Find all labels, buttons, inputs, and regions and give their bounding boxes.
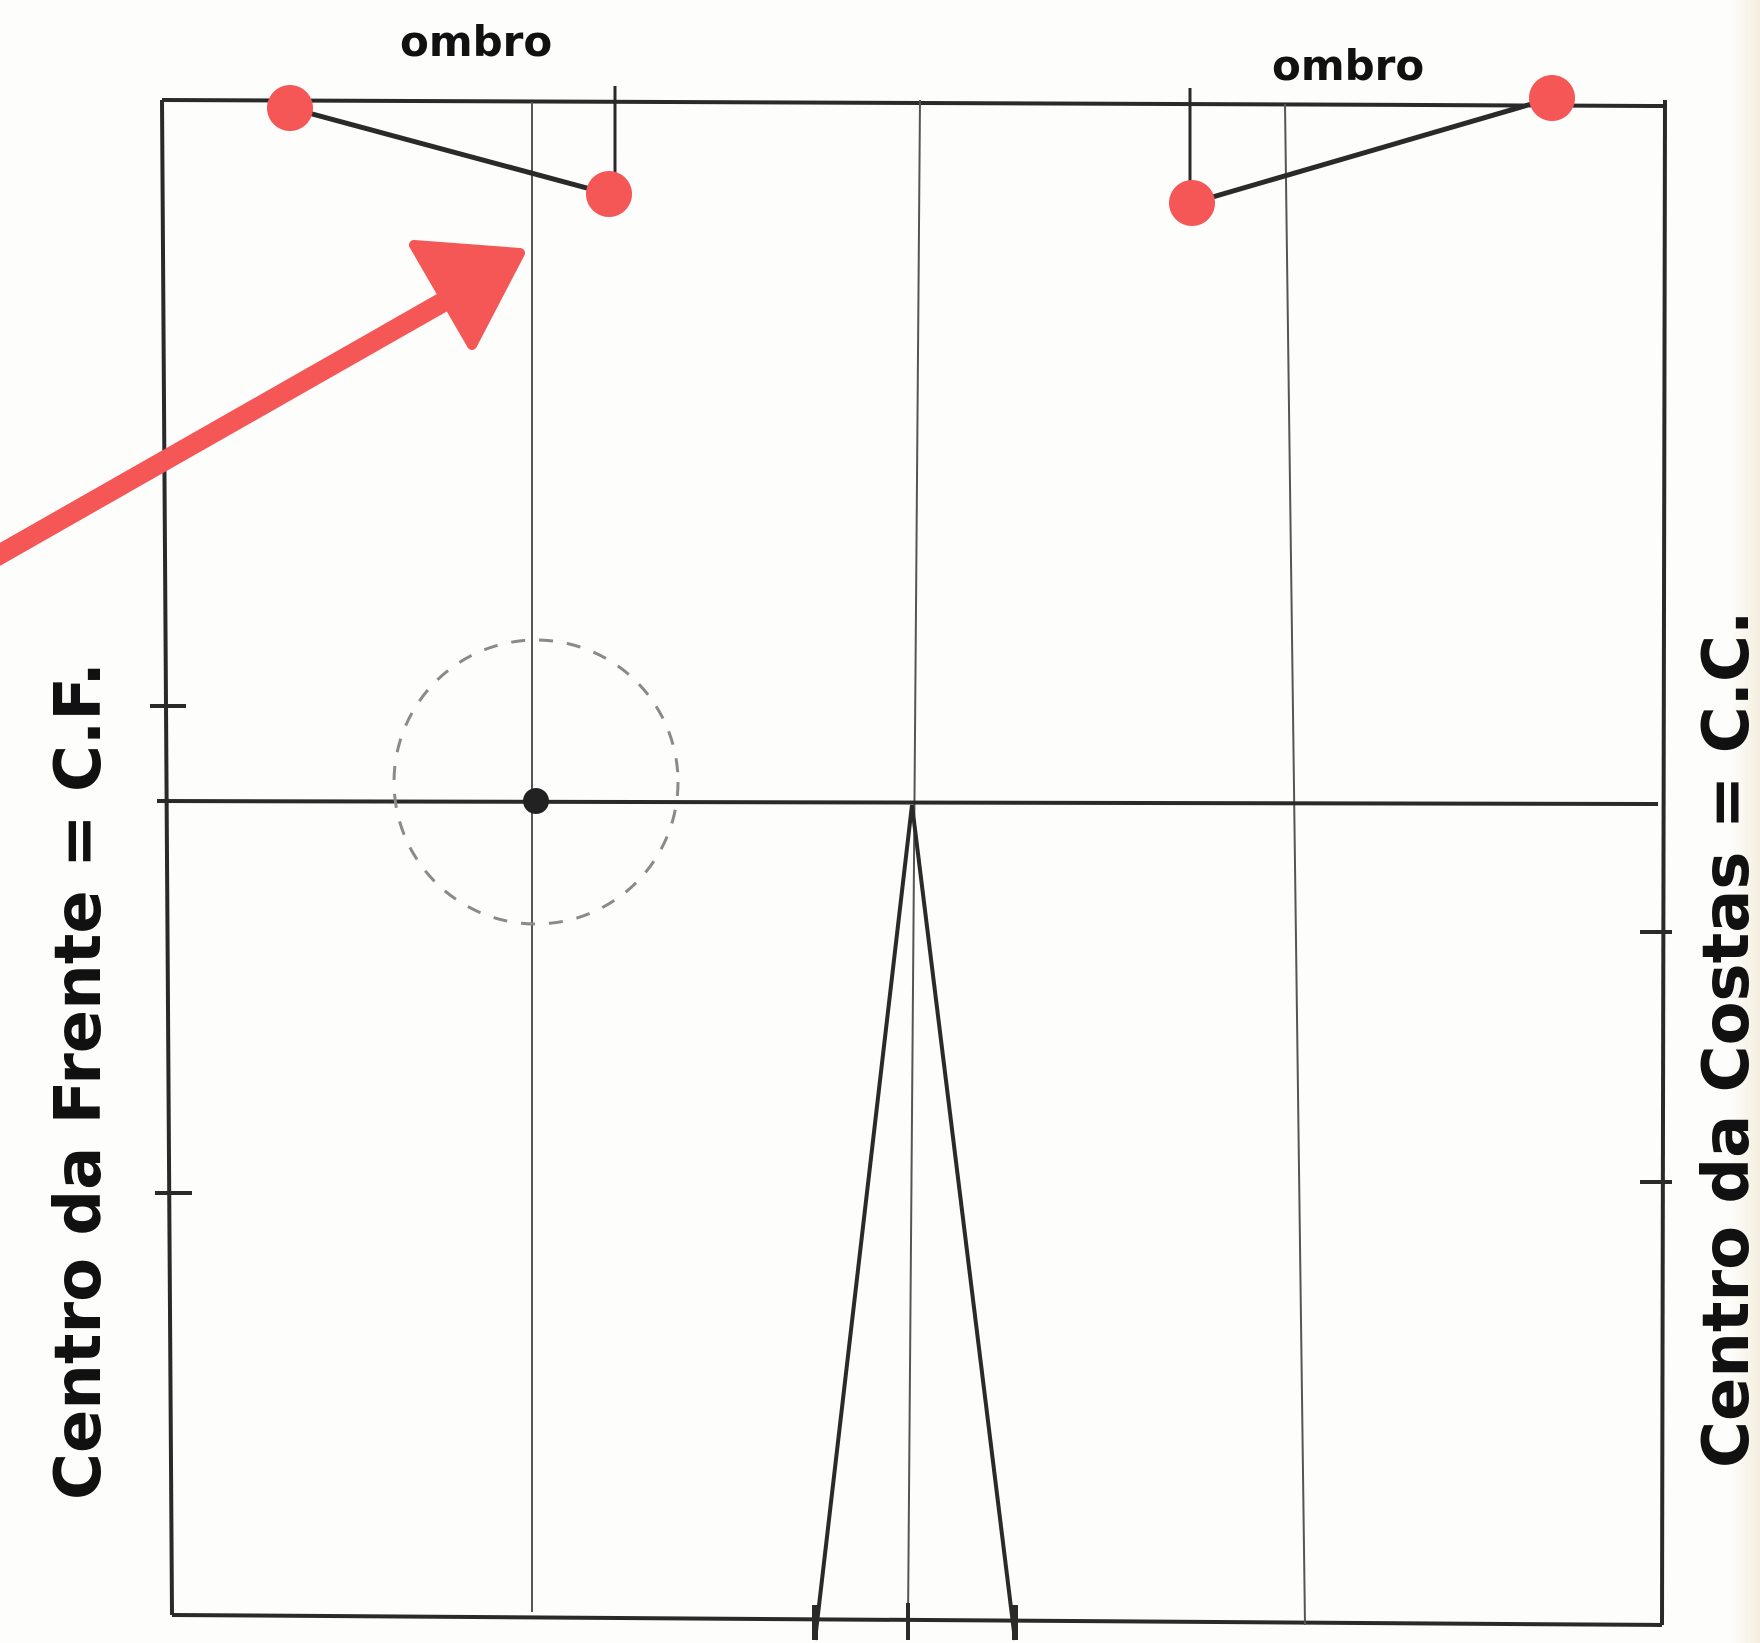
front-neck-point-marker [586, 171, 632, 217]
waist-dart [813, 804, 1017, 1641]
back-shoulder-line [1191, 95, 1553, 206]
bust-line [156, 799, 1659, 806]
pattern-frame [160, 98, 1667, 1627]
shoulder-markers [267, 75, 1575, 226]
frame-left-line [160, 99, 174, 1616]
guide-back-blade [1284, 103, 1306, 1626]
shoulder-label-right: ombro [1272, 41, 1424, 90]
front-shoulder-line [289, 105, 610, 197]
frame-top-line [161, 98, 1666, 108]
center-front-label: Centro da Frente = C.F. [42, 662, 116, 1500]
dart-left-leg [813, 804, 914, 1641]
shoulder-lines [289, 95, 1553, 206]
tick-marks [150, 86, 1672, 1640]
front-shoulder-point-marker [267, 85, 313, 131]
bust-apex-dot [523, 788, 549, 814]
pointer-arrow [0, 240, 525, 566]
guide-side-seam [907, 99, 921, 1623]
paper-edge [1730, 0, 1760, 1643]
bust-apex-circle [392, 638, 680, 926]
vertical-guides [531, 99, 1306, 1626]
arrow-head-icon [409, 240, 525, 350]
frame-right-line [1660, 99, 1667, 1626]
center-back-label: Centro da Costas = C.C. [1690, 611, 1760, 1468]
dart-right-leg [910, 804, 1017, 1641]
frame-bottom-line [171, 1613, 1663, 1627]
back-neck-point-marker [1169, 180, 1215, 226]
arrow-shaft [0, 287, 462, 566]
shoulder-label-left: ombro [400, 17, 552, 66]
back-shoulder-point-marker [1529, 75, 1575, 121]
